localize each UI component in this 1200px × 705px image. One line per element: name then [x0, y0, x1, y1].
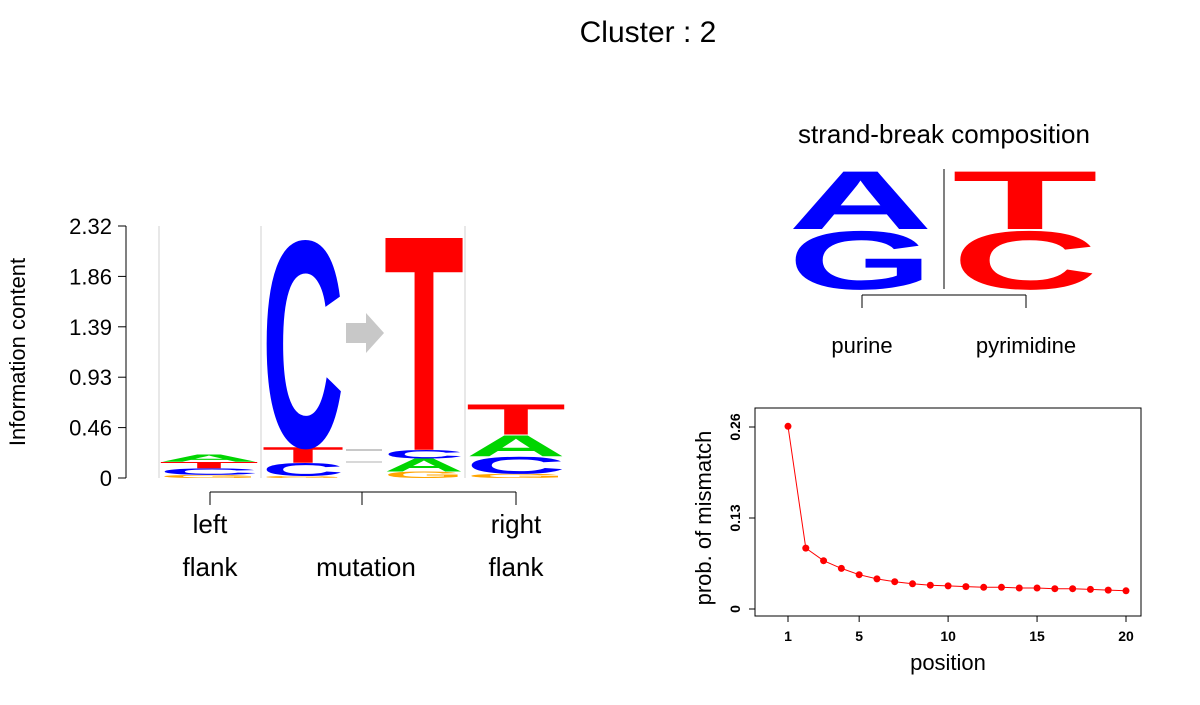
- x-label: mutation: [316, 552, 416, 582]
- mismatch-point: [944, 582, 952, 590]
- purine-label: purine: [831, 333, 892, 358]
- mutation-arrow: [346, 313, 384, 353]
- y-tick-label: 0.13: [727, 504, 743, 531]
- mutation-logo-panel: 0 0.46 0.93 1.39 1.86 2.32 Information content…: [5, 173, 566, 582]
- x-label: right: [491, 509, 542, 539]
- logo-letter-G: G: [159, 474, 259, 479]
- strand-break-title: strand-break composition: [798, 119, 1090, 149]
- mismatch-point: [802, 544, 810, 552]
- y-tick-label: 1.39: [69, 315, 112, 340]
- y-tick-label: 0.46: [69, 416, 112, 441]
- logo-letter-A: A: [466, 429, 566, 463]
- x-label: left: [193, 509, 228, 539]
- logo-letter-G: G: [262, 475, 344, 478]
- x-tick-label: 5: [855, 628, 863, 644]
- mismatch-point: [909, 580, 917, 588]
- logo-letter-C: C: [159, 467, 259, 477]
- y-axis-label: Information content: [5, 258, 30, 446]
- y-tick-label: 0: [100, 466, 112, 491]
- logo-letter-T: T: [262, 443, 344, 468]
- y-axis-label: prob. of mismatch: [691, 431, 716, 606]
- logo-letter-T: T: [159, 460, 259, 470]
- x-tick-label: 10: [940, 628, 956, 644]
- x-tick-label: 15: [1029, 628, 1045, 644]
- y-tick-label: 0: [727, 605, 743, 613]
- mismatch-point: [1086, 585, 1094, 593]
- mismatch-point: [784, 422, 792, 430]
- logo-letter-G: G: [466, 473, 566, 480]
- mismatch-point: [1104, 586, 1112, 594]
- mismatch-point: [873, 575, 881, 583]
- logo-letter-G: G: [384, 470, 464, 480]
- composition-letter-T: T: [952, 154, 1098, 247]
- mismatch-point: [980, 583, 988, 591]
- y-tick-label: 1.86: [69, 264, 112, 289]
- logo-letter-T: T: [384, 173, 464, 517]
- x-label: flank: [183, 552, 239, 582]
- mismatch-point: [855, 571, 863, 579]
- figure-title: Cluster : 2: [580, 16, 717, 49]
- mismatch-point: [1015, 584, 1023, 592]
- mismatch-point: [962, 583, 970, 591]
- arrow-shape: [346, 313, 384, 353]
- y-tick-label: 0.93: [69, 365, 112, 390]
- mismatch-point: [891, 578, 899, 586]
- y-tick-label: 0.26: [727, 413, 743, 440]
- x-tick-label: 1: [784, 628, 792, 644]
- logo-letter-C: C: [384, 448, 464, 461]
- mismatch-point: [997, 583, 1005, 591]
- composition-letter-A: A: [788, 154, 933, 247]
- mismatch-point: [926, 581, 934, 589]
- logo-letter-C: C: [262, 180, 344, 510]
- pyrimidine-label: pyrimidine: [976, 333, 1076, 358]
- logo-letter-C: C: [466, 452, 566, 479]
- logo-letter-A: A: [159, 452, 259, 464]
- composition-letter-G: G: [788, 213, 933, 307]
- logo-letter-T: T: [466, 395, 566, 444]
- y-tick-label: 2.32: [69, 214, 112, 239]
- composition-letter-C: C: [952, 214, 1098, 307]
- mismatch-point: [837, 564, 845, 572]
- logo-letter-A: A: [384, 455, 464, 475]
- x-axis-label: position: [910, 650, 986, 675]
- mismatch-point: [1122, 587, 1130, 595]
- logo-letter-C: C: [262, 460, 344, 480]
- mismatch-point: [1033, 584, 1041, 592]
- mismatch-point: [1051, 585, 1059, 593]
- x-tick-label: 20: [1118, 628, 1134, 644]
- mismatch-point: [820, 557, 828, 565]
- mismatch-line: [787, 426, 1127, 592]
- mismatch-point: [1069, 585, 1077, 593]
- x-label: flank: [489, 552, 545, 582]
